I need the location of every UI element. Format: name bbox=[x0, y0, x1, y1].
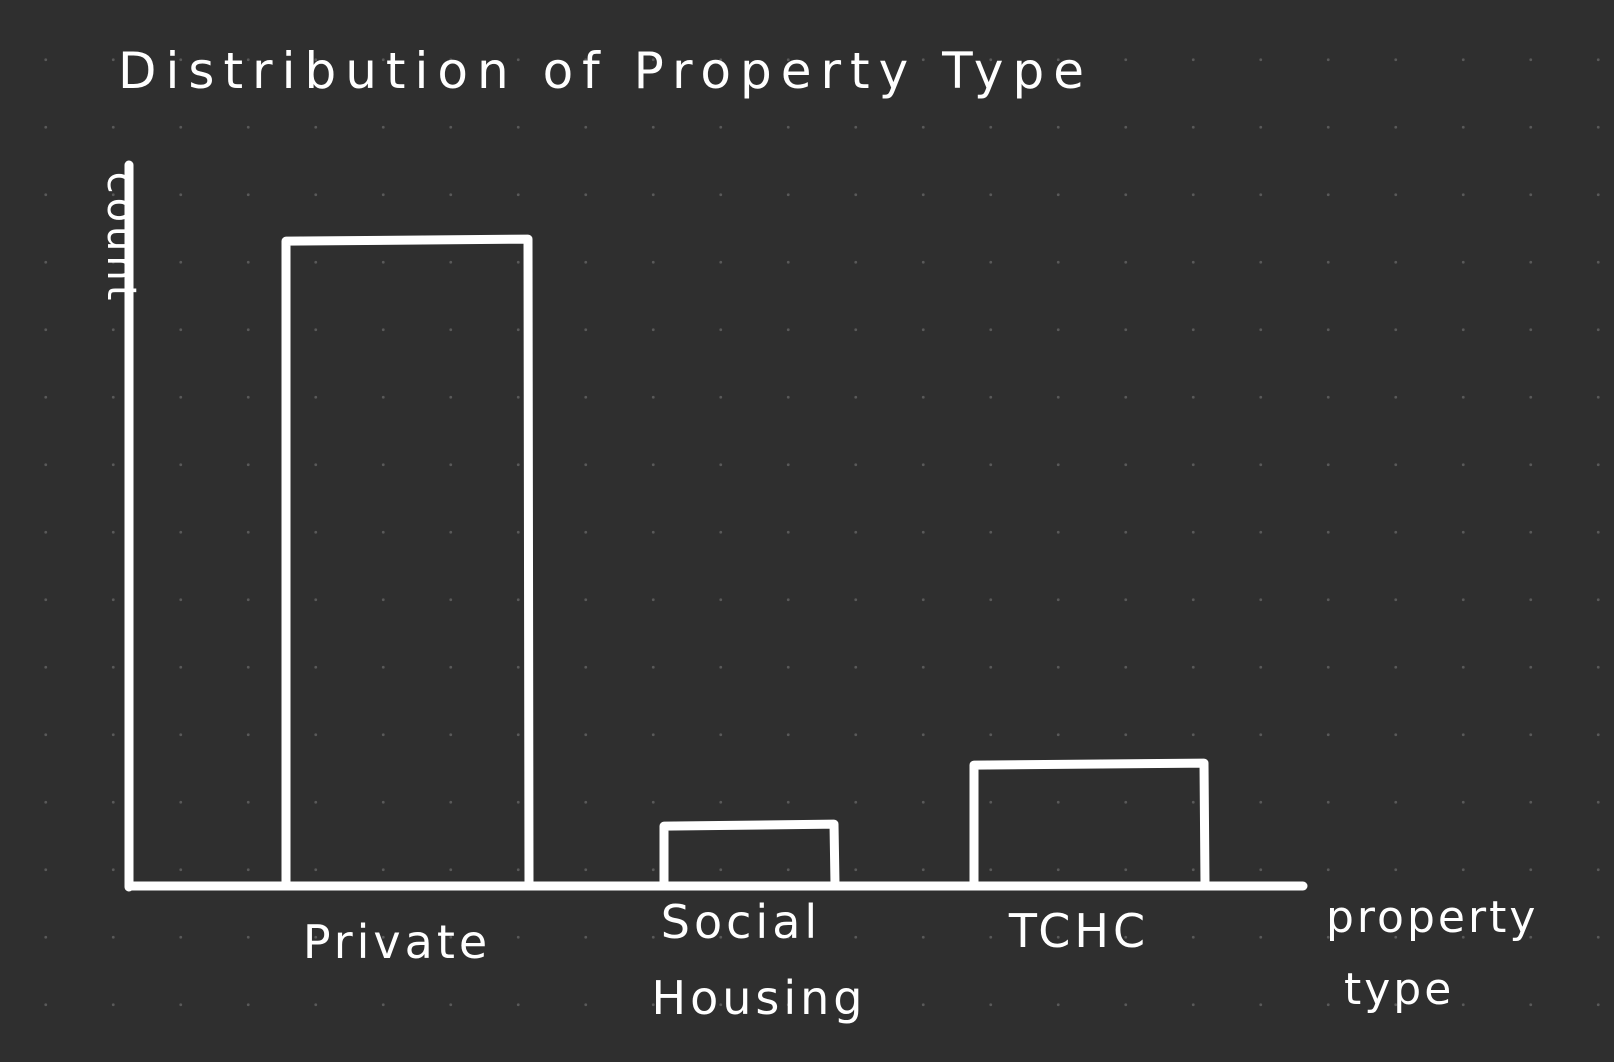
bar-private bbox=[281, 234, 534, 889]
y-axis-label: count bbox=[98, 172, 144, 305]
x-tick-label-social-housing: Social Housing bbox=[652, 895, 867, 1025]
x-tick-label-private: Private bbox=[303, 915, 491, 969]
x-tick-label-tchc: TCHC bbox=[1008, 904, 1149, 958]
bar-group bbox=[281, 234, 1210, 889]
x-axis-label: property type bbox=[1326, 892, 1538, 1015]
bar-tchc bbox=[969, 758, 1210, 889]
bar-social-housing bbox=[659, 819, 840, 889]
chart-title: Distribution of Property Type bbox=[118, 42, 1093, 100]
x-tick-labels: Private Social Housing TCHC bbox=[303, 895, 1149, 1025]
